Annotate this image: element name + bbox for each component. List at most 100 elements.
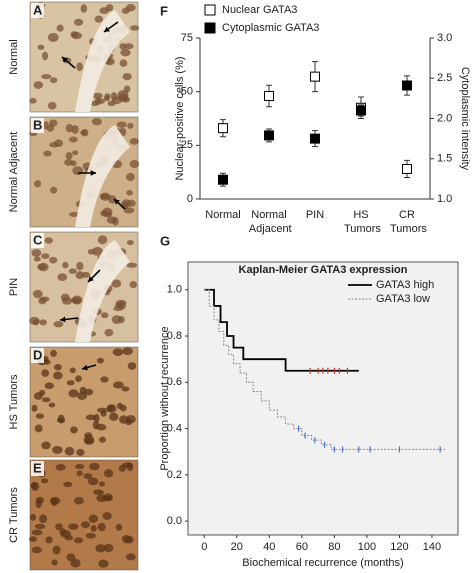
nucleus xyxy=(92,246,103,256)
nucleus xyxy=(130,25,140,31)
nucleus xyxy=(91,117,102,126)
nucleus xyxy=(113,306,124,312)
nucleus xyxy=(54,139,64,147)
nucleus xyxy=(44,382,55,390)
nucleus xyxy=(75,375,82,382)
nucleus xyxy=(95,544,106,553)
survival-line xyxy=(204,288,359,372)
nucleus xyxy=(111,96,123,105)
nucleus xyxy=(49,77,58,84)
nucleus xyxy=(71,297,78,304)
nucleus xyxy=(42,51,49,61)
nucleus xyxy=(81,271,91,278)
marker xyxy=(310,133,320,144)
nucleus xyxy=(41,397,51,403)
panel-label: Normal Adjacent xyxy=(8,132,20,213)
nucleus xyxy=(72,150,79,156)
nucleus xyxy=(77,391,87,400)
nucleus xyxy=(35,413,44,419)
micrograph xyxy=(29,1,140,113)
nucleus xyxy=(66,553,76,562)
nucleus xyxy=(55,463,66,471)
x-tick-label: PIN xyxy=(306,209,324,221)
nucleus xyxy=(49,496,61,505)
panel-letter-bg xyxy=(31,461,44,476)
nucleus xyxy=(56,24,64,32)
nucleus xyxy=(29,536,38,543)
nucleus xyxy=(41,369,50,377)
nucleus xyxy=(76,448,85,457)
nucleus xyxy=(69,367,76,374)
nucleus xyxy=(109,412,119,421)
nucleus xyxy=(76,470,83,477)
panel-letter: C xyxy=(33,232,43,247)
nucleus xyxy=(61,297,73,305)
x-tick-label: 20 xyxy=(231,541,243,553)
y-axis-title: Nuclear-positive cells (%) xyxy=(174,56,186,180)
x-tick-label: 80 xyxy=(328,541,340,553)
nucleus xyxy=(50,186,58,194)
nucleus xyxy=(102,211,113,218)
arrow-head xyxy=(62,57,68,63)
nucleus xyxy=(92,92,103,99)
nucleus xyxy=(41,441,51,450)
nucleus xyxy=(117,90,129,99)
arrow-head xyxy=(88,276,94,282)
y-tick-label: 0.0 xyxy=(167,515,182,527)
nucleus xyxy=(37,44,45,50)
nucleus xyxy=(112,381,124,389)
panel-letter: E xyxy=(33,460,42,475)
nucleus xyxy=(123,207,135,214)
lumen xyxy=(75,10,130,112)
nucleus xyxy=(70,426,78,434)
nucleus xyxy=(83,435,95,444)
nucleus xyxy=(57,273,68,282)
nucleus xyxy=(120,48,131,57)
nucleus xyxy=(126,190,134,196)
nucleus xyxy=(71,125,79,134)
nucleus xyxy=(98,559,109,568)
nucleus xyxy=(68,136,78,143)
nucleus xyxy=(97,235,108,245)
nucleus xyxy=(126,415,136,424)
nucleus xyxy=(65,123,74,133)
y-tick-label: 75 xyxy=(181,32,193,44)
nucleus xyxy=(68,523,79,530)
marker xyxy=(356,105,366,116)
nucleus xyxy=(103,469,114,478)
nucleus xyxy=(52,545,61,555)
legend-marker xyxy=(204,22,216,34)
nucleus xyxy=(34,180,42,188)
nucleus xyxy=(111,279,122,288)
nucleus xyxy=(34,523,46,530)
nucleus xyxy=(129,281,137,289)
nucleus xyxy=(41,73,52,80)
y2-tick-label: 2.0 xyxy=(437,112,452,124)
panel-letter-bg xyxy=(31,3,44,18)
micrograph xyxy=(29,346,139,458)
nucleus xyxy=(85,532,96,539)
marker xyxy=(402,80,412,91)
nucleus xyxy=(80,521,91,529)
nucleus xyxy=(96,407,108,413)
nucleus xyxy=(64,446,75,456)
nucleus xyxy=(31,248,42,257)
nucleus xyxy=(88,514,99,523)
marker xyxy=(218,174,228,185)
nucleus xyxy=(69,211,80,217)
x-tick-label: 40 xyxy=(263,541,275,553)
lumen xyxy=(75,240,130,342)
y-tick-label: 25 xyxy=(181,139,193,151)
nucleus xyxy=(45,536,53,544)
nucleus xyxy=(115,299,127,307)
nucleus xyxy=(121,386,130,392)
y-tick-label: 0.8 xyxy=(167,330,182,342)
panel-letter: B xyxy=(33,117,42,132)
marker xyxy=(402,163,412,174)
y2-axis-title: Cytoplasmic intensity xyxy=(459,67,471,171)
nucleus xyxy=(66,380,75,386)
nucleus xyxy=(112,348,124,357)
nucleus xyxy=(49,256,58,264)
arrow-head xyxy=(104,26,110,32)
nucleus xyxy=(30,482,40,491)
